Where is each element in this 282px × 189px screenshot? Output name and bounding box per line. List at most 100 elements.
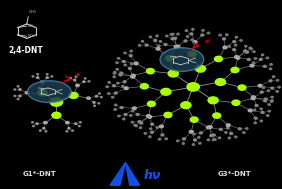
Circle shape <box>113 76 115 77</box>
Circle shape <box>156 35 158 37</box>
Circle shape <box>165 138 168 140</box>
Circle shape <box>193 133 195 135</box>
Circle shape <box>151 131 153 133</box>
Circle shape <box>161 88 171 95</box>
Circle shape <box>140 84 148 89</box>
Polygon shape <box>110 163 125 185</box>
Circle shape <box>218 137 221 139</box>
Circle shape <box>129 55 132 57</box>
Circle shape <box>250 48 252 50</box>
Ellipse shape <box>27 81 71 102</box>
Circle shape <box>177 140 179 142</box>
Circle shape <box>188 52 196 57</box>
Polygon shape <box>125 163 140 185</box>
Circle shape <box>131 63 133 65</box>
Circle shape <box>235 56 239 58</box>
Circle shape <box>258 84 262 87</box>
Circle shape <box>36 123 38 124</box>
Circle shape <box>118 115 120 117</box>
Circle shape <box>208 97 218 104</box>
Circle shape <box>84 78 86 79</box>
Circle shape <box>252 96 255 98</box>
Circle shape <box>228 46 230 47</box>
Circle shape <box>230 132 233 134</box>
Circle shape <box>186 36 189 37</box>
Circle shape <box>149 128 152 129</box>
Circle shape <box>226 34 228 35</box>
Circle shape <box>219 128 222 130</box>
Circle shape <box>208 32 210 34</box>
Circle shape <box>276 80 279 81</box>
Circle shape <box>193 41 197 43</box>
Circle shape <box>270 64 272 65</box>
Text: e⁻: e⁻ <box>76 72 84 77</box>
Circle shape <box>247 59 250 60</box>
Circle shape <box>94 105 95 106</box>
Circle shape <box>111 97 114 98</box>
Circle shape <box>52 112 61 118</box>
Circle shape <box>273 76 275 77</box>
Circle shape <box>278 86 280 88</box>
Circle shape <box>223 46 227 49</box>
Circle shape <box>199 143 201 144</box>
Circle shape <box>131 122 133 123</box>
Circle shape <box>236 57 240 59</box>
Circle shape <box>267 90 270 91</box>
Circle shape <box>212 134 215 136</box>
Circle shape <box>144 133 146 134</box>
Circle shape <box>98 103 100 104</box>
Circle shape <box>252 62 255 64</box>
Circle shape <box>254 122 256 124</box>
Circle shape <box>68 127 70 129</box>
Circle shape <box>182 143 184 144</box>
Circle shape <box>32 122 33 123</box>
Circle shape <box>235 44 237 46</box>
Circle shape <box>151 123 154 125</box>
Text: CH$_3$: CH$_3$ <box>28 8 37 16</box>
Circle shape <box>206 126 210 129</box>
Circle shape <box>120 107 123 108</box>
Circle shape <box>253 51 255 52</box>
Circle shape <box>70 77 71 79</box>
Circle shape <box>138 121 141 123</box>
Circle shape <box>116 69 118 70</box>
Circle shape <box>207 139 210 141</box>
Circle shape <box>117 82 119 84</box>
Circle shape <box>235 36 237 38</box>
Circle shape <box>190 33 193 35</box>
Circle shape <box>80 122 81 123</box>
Circle shape <box>108 93 110 94</box>
Circle shape <box>161 134 164 136</box>
Circle shape <box>249 47 251 49</box>
Circle shape <box>108 82 110 83</box>
Circle shape <box>202 30 204 31</box>
Circle shape <box>164 112 172 118</box>
Circle shape <box>130 50 132 52</box>
Circle shape <box>93 102 95 103</box>
Circle shape <box>113 73 115 74</box>
Circle shape <box>166 35 168 37</box>
Circle shape <box>37 77 39 78</box>
Circle shape <box>37 74 39 75</box>
Text: 2,4-DNT: 2,4-DNT <box>8 46 43 55</box>
Circle shape <box>187 83 199 91</box>
Circle shape <box>138 45 141 46</box>
Circle shape <box>260 120 263 122</box>
Circle shape <box>254 117 257 119</box>
Circle shape <box>235 136 237 138</box>
Circle shape <box>214 139 216 140</box>
Circle shape <box>259 58 262 60</box>
Circle shape <box>189 130 193 133</box>
Circle shape <box>88 81 90 82</box>
Circle shape <box>158 45 160 46</box>
Circle shape <box>243 132 245 133</box>
Circle shape <box>149 36 152 38</box>
Circle shape <box>113 85 116 87</box>
Circle shape <box>166 56 173 61</box>
Circle shape <box>158 139 161 140</box>
Circle shape <box>33 125 34 127</box>
Circle shape <box>124 64 126 66</box>
Circle shape <box>141 40 144 42</box>
Ellipse shape <box>160 48 204 71</box>
Circle shape <box>210 135 213 136</box>
